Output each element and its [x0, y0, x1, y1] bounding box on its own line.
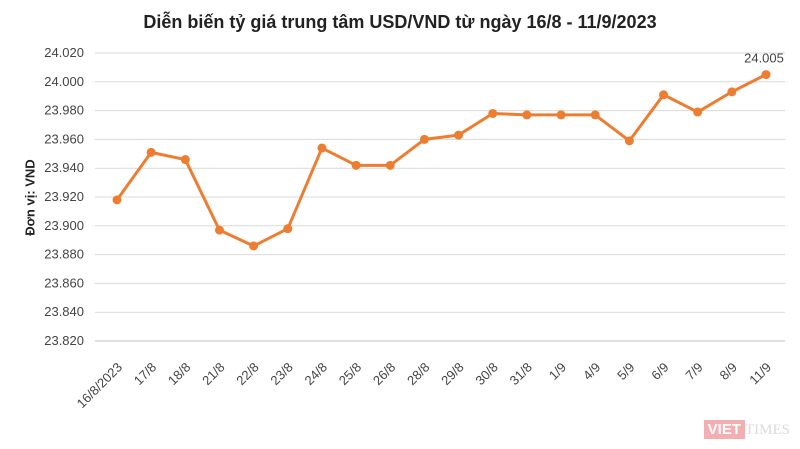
- x-tick-label: 21/8: [199, 360, 228, 389]
- x-tick-label: 16/8/2023: [74, 360, 126, 412]
- x-tick-label: 25/8: [336, 360, 365, 389]
- data-point: [522, 110, 532, 120]
- x-tick-label: 24/8: [302, 360, 331, 389]
- x-tick-label: 28/8: [404, 360, 433, 389]
- x-tick-label: 18/8: [165, 360, 194, 389]
- x-tick-label: 22/8: [233, 360, 262, 389]
- data-point: [419, 134, 429, 144]
- x-tick-label: 11/9: [746, 360, 774, 388]
- x-tick-label: 17/8: [131, 360, 160, 389]
- x-tick-label: 8/9: [717, 360, 740, 383]
- data-point: [351, 160, 361, 170]
- data-point: [180, 155, 190, 165]
- y-tick-label: 24.020: [44, 45, 84, 60]
- y-tick-label: 23.840: [44, 304, 84, 319]
- data-point: [112, 195, 122, 205]
- data-point: [317, 143, 327, 153]
- y-tick-label: 23.880: [44, 247, 84, 262]
- data-point: [454, 130, 464, 140]
- logo-part1: VIET: [703, 420, 745, 439]
- x-tick-label: 30/8: [472, 360, 501, 389]
- x-tick-label: 23/8: [267, 360, 296, 389]
- data-point: [249, 241, 259, 251]
- data-point: [488, 108, 498, 118]
- x-tick-label: 31/8: [507, 360, 536, 389]
- logo-part2: TIMES: [745, 422, 790, 438]
- x-tick-label: 4/9: [580, 360, 603, 383]
- data-point: [761, 70, 771, 80]
- data-point: [283, 224, 293, 234]
- y-tick-label: 23.980: [44, 103, 84, 118]
- data-point: [727, 87, 737, 97]
- y-tick-label: 23.920: [44, 189, 84, 204]
- data-point: [556, 110, 566, 120]
- x-tick-label: 5/9: [614, 360, 637, 383]
- y-tick-label: 23.940: [44, 160, 84, 175]
- data-point: [385, 160, 395, 170]
- y-tick-label: 23.960: [44, 131, 84, 146]
- viettimes-logo: VIET TIMES: [703, 420, 790, 439]
- x-tick-label: 26/8: [370, 360, 399, 389]
- y-tick-label: 23.820: [44, 333, 84, 348]
- data-point: [590, 110, 600, 120]
- data-point: [146, 147, 156, 157]
- chart-title: Diễn biến tỷ giá trung tâm USD/VND từ ng…: [143, 12, 657, 32]
- y-tick-label: 23.860: [44, 275, 84, 290]
- data-point: [214, 225, 224, 235]
- y-tick-label: 23.900: [44, 218, 84, 233]
- x-tick-label: 29/8: [438, 360, 467, 389]
- x-tick-label: 1/9: [546, 360, 569, 383]
- data-point: [693, 107, 703, 117]
- data-point: [659, 90, 669, 100]
- series-line: [115, 73, 767, 248]
- y-tick-label: 24.000: [44, 74, 84, 89]
- data-label: 24.005: [744, 51, 784, 66]
- data-point: [624, 136, 634, 146]
- x-tick-label: 7/9: [682, 360, 705, 383]
- x-tick-label: 6/9: [648, 360, 671, 383]
